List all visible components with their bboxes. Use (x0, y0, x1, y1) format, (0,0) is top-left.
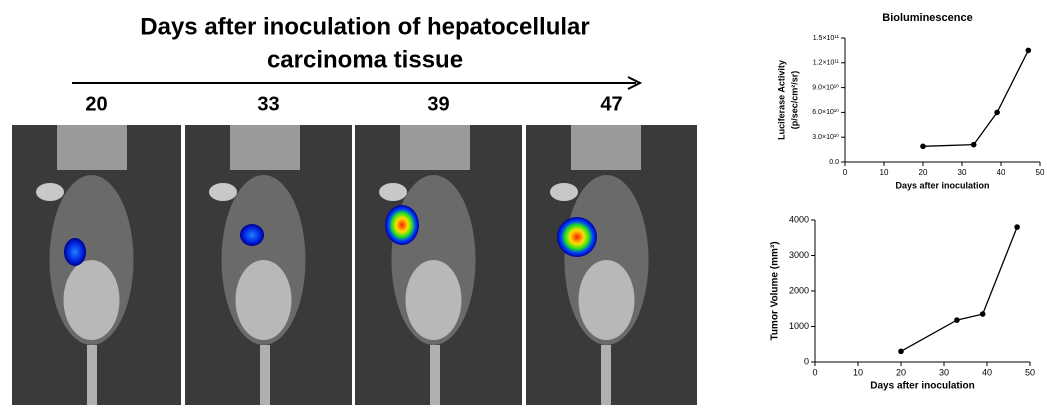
x-tick-label: 30 (958, 168, 967, 177)
data-point (1025, 47, 1032, 54)
x-tick-label: 10 (853, 367, 863, 377)
y-tick-label: 1.2×10¹¹ (813, 60, 840, 67)
day-label: 39 (427, 93, 449, 115)
y-tick-label: 6.0×10¹⁰ (812, 108, 839, 116)
y-axis-label: (p/sec/cm²/sr) (789, 71, 799, 130)
x-tick-label: 50 (1036, 168, 1045, 177)
mouse-tail (601, 345, 611, 405)
data-point (920, 143, 926, 150)
mouse-belly (405, 260, 462, 340)
data-point (979, 311, 986, 317)
day-label: 20 (85, 93, 107, 115)
day-label: 33 (257, 93, 279, 115)
data-line (922, 50, 1029, 147)
y-tick-label: 9.0×10¹⁰ (812, 83, 839, 91)
arrow-head (627, 76, 643, 90)
x-tick-label: 10 (880, 168, 889, 177)
mouse-belly (235, 260, 292, 340)
y-tick-label: 0 (804, 356, 809, 366)
day-label: 47 (600, 93, 622, 115)
y-tick-label: 1.5×10¹¹ (813, 35, 840, 42)
tumor-signal (557, 217, 597, 257)
x-tick-label: 50 (1025, 367, 1035, 377)
y-tick-label: 0.0 (829, 159, 839, 166)
y-tick-label: 3.0×10¹⁰ (812, 133, 839, 141)
tumor-signal (385, 205, 419, 245)
mouse-tail (87, 345, 97, 405)
y-axis-label: Luciferase Activity (776, 60, 786, 140)
mouse-images (12, 125, 697, 405)
mouse-tail (430, 345, 440, 405)
x-tick-label: 0 (843, 168, 848, 177)
x-tick-label: 40 (997, 168, 1006, 177)
nose-cone (571, 125, 641, 170)
mouse-belly (578, 260, 635, 340)
x-tick-label: 20 (919, 168, 928, 177)
x-tick-label: 30 (939, 367, 949, 377)
nose-cone (57, 125, 127, 170)
data-line (900, 226, 1018, 352)
x-tick-label: 40 (982, 367, 992, 377)
nose-cone (230, 125, 300, 170)
y-tick-label: 4000 (789, 214, 809, 224)
y-tick-label: 2000 (789, 285, 809, 295)
data-point (970, 141, 977, 148)
mouse-ear (36, 183, 64, 201)
mouse-belly (63, 260, 120, 340)
mouse-ear (550, 183, 578, 201)
mouse-tail (260, 345, 270, 405)
x-tick-label: 0 (812, 367, 817, 377)
mouse-ear (209, 183, 237, 201)
x-axis-label: Days after inoculation (870, 381, 974, 392)
y-tick-label: 3000 (789, 250, 809, 260)
data-point (954, 317, 960, 323)
data-point (898, 348, 904, 355)
chart-title: Bioluminescence (882, 12, 972, 24)
figure-title: Days after inoculation of hepatocellular (140, 13, 589, 40)
data-point (1014, 224, 1020, 230)
tumor-signal (240, 224, 264, 246)
y-axis-label: Tumor Volume (mm³) (770, 241, 781, 340)
y-tick-label: 1000 (789, 321, 809, 331)
nose-cone (400, 125, 470, 170)
figure-title: carcinoma tissue (267, 46, 463, 73)
x-axis-label: Days after inoculation (895, 180, 989, 190)
x-tick-label: 20 (896, 367, 906, 377)
data-point (994, 109, 1000, 116)
tumor-signal (64, 238, 86, 266)
mouse-ear (379, 183, 407, 201)
